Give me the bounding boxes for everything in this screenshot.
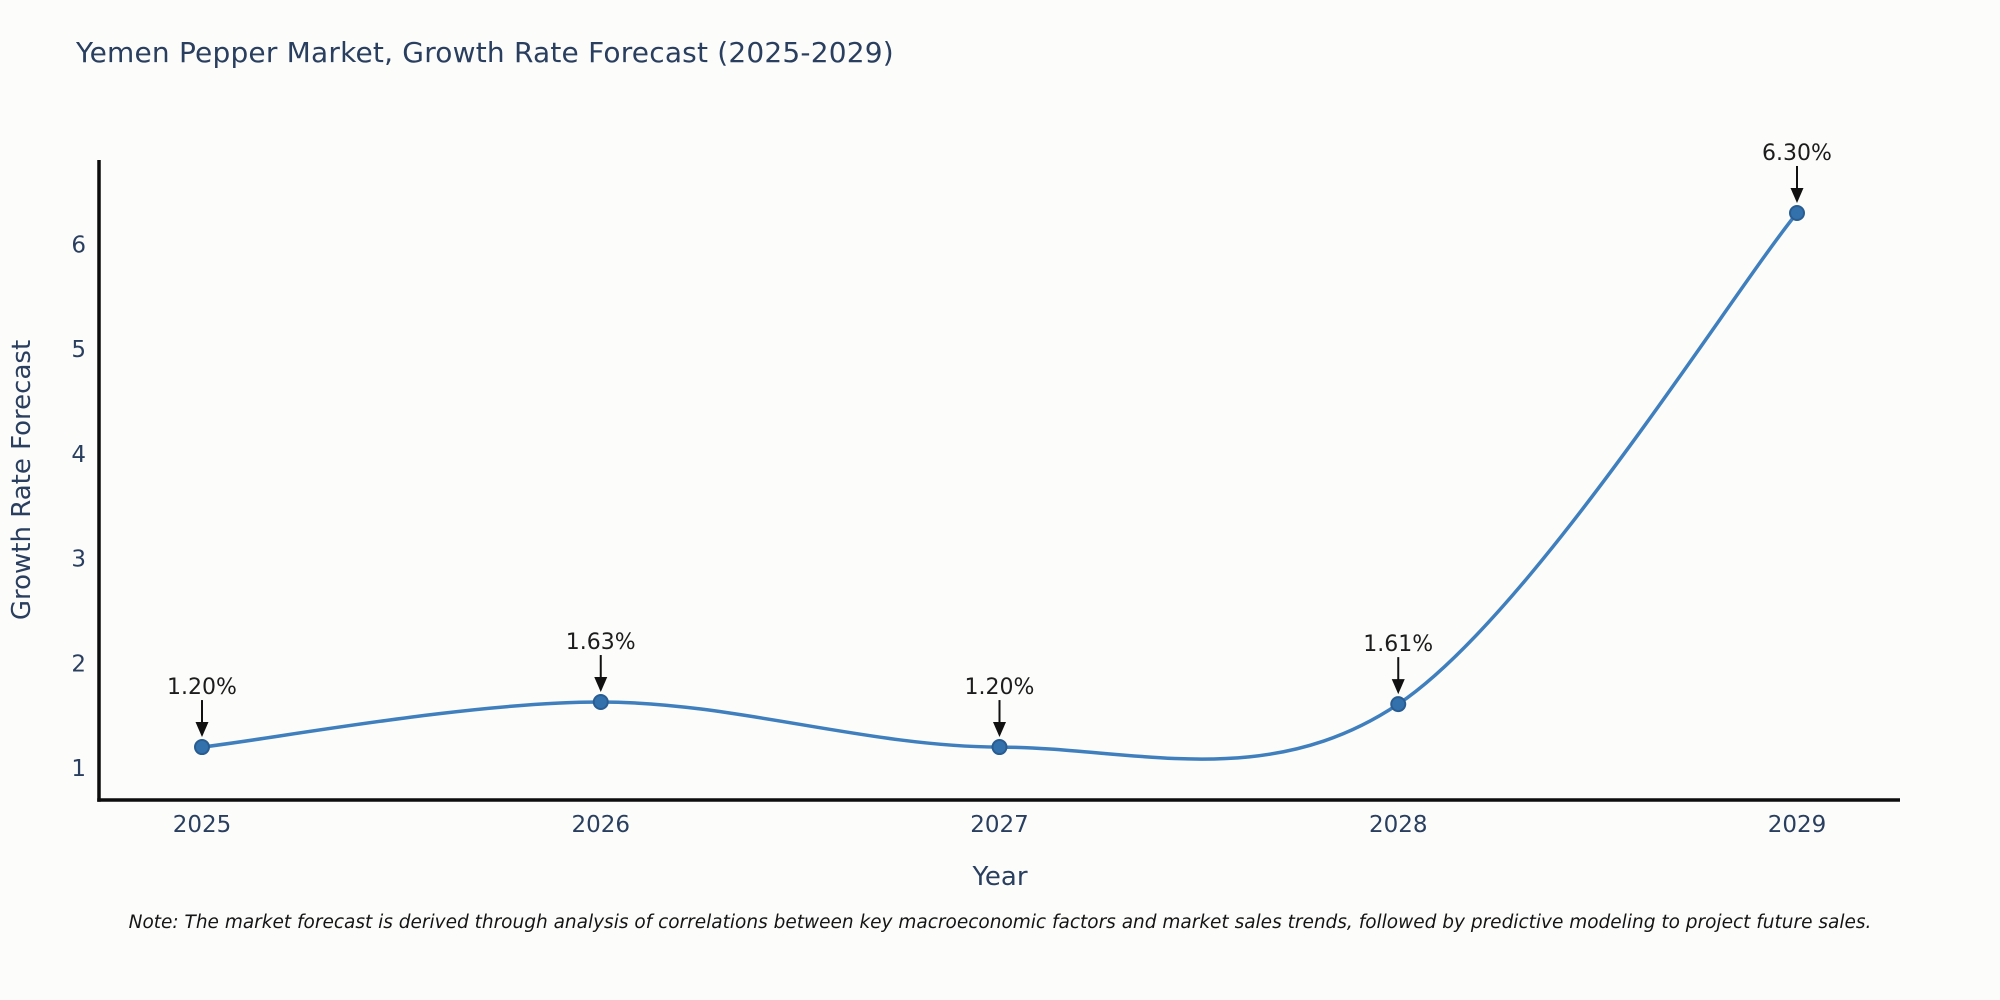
footnote: Note: The market forecast is derived thr… (128, 912, 1872, 933)
annotation-arrowhead-icon (993, 722, 1006, 738)
annotation-arrowhead-icon (195, 722, 209, 738)
chart-title: Yemen Pepper Market, Growth Rate Forecas… (76, 36, 894, 69)
y-tick-label: 3 (71, 547, 86, 573)
x-tick-label: 2029 (1768, 812, 1827, 838)
y-tick-label: 6 (71, 232, 86, 258)
data-point-label: 1.63% (566, 630, 636, 655)
data-point-label: 1.20% (167, 675, 237, 700)
x-tick-label: 2027 (970, 812, 1029, 838)
x-tick-label: 2025 (173, 812, 232, 838)
trend-line (200, 211, 1799, 761)
data-point-marker[interactable] (1789, 204, 1805, 221)
y-axis-title: Growth Rate Forecast (7, 340, 37, 620)
data-point-marker[interactable] (991, 739, 1008, 756)
data-point-label: 6.30% (1762, 141, 1832, 166)
x-axis-title: Year (971, 862, 1027, 892)
data-point-marker[interactable] (592, 694, 609, 711)
data-point-label: 1.61% (1363, 632, 1433, 657)
annotation-arrowhead-icon (1391, 679, 1405, 695)
data-point-marker[interactable] (194, 739, 210, 756)
data-point-marker[interactable] (1390, 696, 1407, 713)
y-tick-label: 4 (71, 442, 86, 468)
x-tick-label: 2028 (1369, 812, 1428, 838)
annotation-arrowhead-icon (594, 677, 608, 693)
y-tick-label: 1 (71, 756, 86, 782)
y-tick-label: 5 (71, 337, 86, 363)
y-tick-label: 2 (71, 651, 86, 677)
x-tick-label: 2026 (571, 812, 630, 838)
data-point-label: 1.20% (965, 675, 1035, 700)
annotation-arrowhead-icon (1790, 187, 1804, 203)
